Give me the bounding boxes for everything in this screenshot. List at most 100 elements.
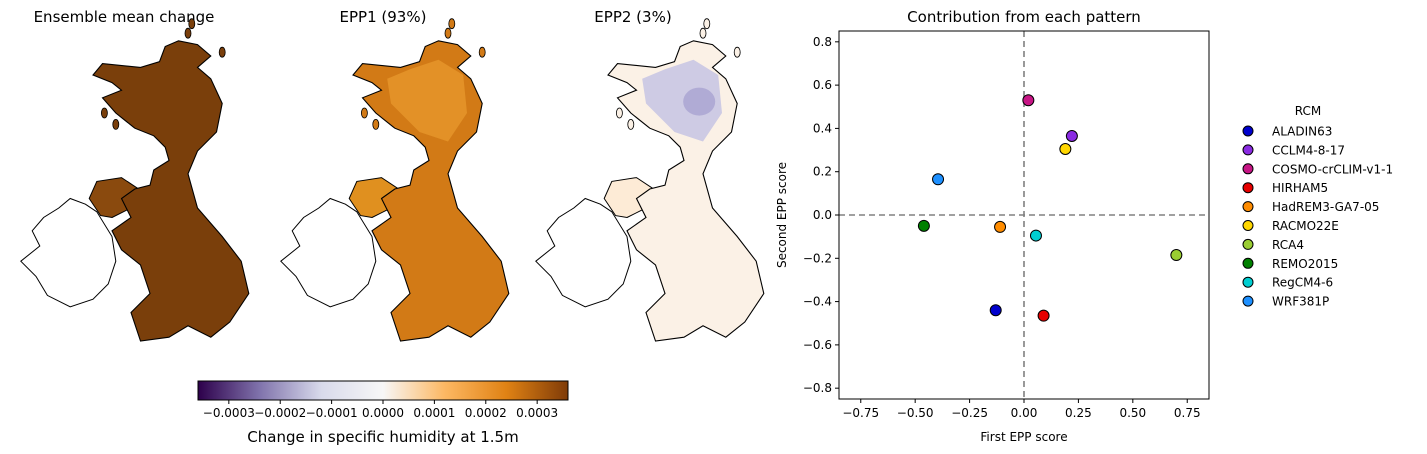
legend-item: RACMO22E <box>1242 219 1339 233</box>
x-tick-label: −0.50 <box>897 406 934 420</box>
x-tick-label: −0.25 <box>951 406 988 420</box>
legend-label: RCA4 <box>1272 238 1304 252</box>
legend-marker <box>1242 276 1254 288</box>
y-tick-label: −0.4 <box>803 295 832 309</box>
x-tick-label: −0.75 <box>842 406 879 420</box>
colorbar-tick-label: 0.0001 <box>413 406 455 420</box>
legend-item: CCLM4-8-17 <box>1242 143 1345 157</box>
island-outline <box>616 107 623 119</box>
map-title: EPP2 (3%) <box>594 8 671 26</box>
legend: RCM ALADIN63 CCLM4-8-17 COSMO-crCLIM-v1-1 HI… <box>1242 104 1393 309</box>
island-outline <box>188 18 196 30</box>
ireland-outline <box>20 197 117 308</box>
legend-label: HIRHAM5 <box>1272 181 1328 195</box>
legend-label: HadREM3-GA7-05 <box>1272 200 1379 214</box>
x-tick-label: 0.75 <box>1174 406 1201 420</box>
legend-marker <box>1242 182 1254 194</box>
y-tick-label: −0.2 <box>803 251 832 265</box>
island-outline <box>360 107 368 119</box>
data-point <box>917 219 930 232</box>
x-tick-label: 0.50 <box>1119 406 1146 420</box>
map-title: EPP1 (93%) <box>340 8 427 26</box>
island-outline <box>184 27 192 39</box>
northern-anomaly-region <box>642 59 722 142</box>
colorbar-tick-label: 0.0000 <box>362 406 404 420</box>
legend-label: WRF381P <box>1272 295 1329 309</box>
legend-item: RCA4 <box>1242 238 1304 252</box>
x-tick-label: 0.00 <box>1011 406 1038 420</box>
chart-title: Contribution from each pattern <box>907 8 1141 26</box>
legend-item: RegCM4-6 <box>1242 276 1333 290</box>
data-point <box>1059 142 1072 155</box>
legend-marker <box>1242 295 1254 307</box>
legend-label: RACMO22E <box>1272 219 1339 233</box>
colorbar-label: Change in specific humidity at 1.5m <box>247 428 518 446</box>
island-outline <box>444 27 452 39</box>
colorbar-gradient <box>197 380 569 401</box>
great-britain-region <box>92 40 250 342</box>
legend-item: WRF381P <box>1242 295 1329 309</box>
legend-marker <box>1242 201 1254 213</box>
y-tick-label: 0.6 <box>813 78 832 92</box>
map-panel: EPP1 (93%) <box>280 8 510 342</box>
data-point <box>1065 129 1078 142</box>
colorbar-tick-label: 0.0003 <box>516 406 558 420</box>
island-outline <box>101 107 108 119</box>
legend-title: RCM <box>1295 104 1321 118</box>
island-outline <box>627 119 635 130</box>
legend-label: ALADIN63 <box>1272 125 1332 139</box>
legend-item: HadREM3-GA7-05 <box>1242 200 1379 214</box>
island-outline <box>733 46 741 58</box>
legend-marker <box>1242 144 1254 156</box>
anomaly-core <box>683 87 716 116</box>
y-tick-label: 0.0 <box>813 208 832 222</box>
legend-item: COSMO-crCLIM-v1-1 <box>1242 162 1393 176</box>
legend-marker <box>1242 125 1254 137</box>
colorbar-tick-label: −0.0001 <box>306 406 358 420</box>
map-panels: Ensemble mean change EPP1 (93%) EPP2 (3%) <box>20 8 765 342</box>
island-outline <box>218 46 226 58</box>
y-axis-label: Second EPP score <box>775 162 789 268</box>
legend-item: REMO2015 <box>1242 257 1338 271</box>
island-outline <box>112 119 120 130</box>
legend-label: REMO2015 <box>1272 257 1338 271</box>
legend-label: CCLM4-8-17 <box>1272 143 1345 157</box>
legend-marker <box>1242 238 1254 250</box>
legend-label: RegCM4-6 <box>1272 276 1333 290</box>
map-panel: Ensemble mean change <box>20 8 250 342</box>
data-point <box>932 173 945 186</box>
data-point <box>1029 229 1042 242</box>
colorbar-tick-label: −0.0002 <box>254 406 306 420</box>
legend-item: HIRHAM5 <box>1242 181 1328 195</box>
data-point <box>1022 94 1035 107</box>
legend-marker <box>1242 257 1254 269</box>
legend-item: ALADIN63 <box>1242 125 1332 139</box>
map-title: Ensemble mean change <box>34 8 215 26</box>
data-point <box>989 304 1002 317</box>
island-outline <box>478 46 486 58</box>
y-tick-label: 0.2 <box>813 165 832 179</box>
ireland-outline <box>280 197 377 308</box>
island-outline <box>372 119 380 130</box>
y-tick-label: 0.8 <box>813 35 832 49</box>
northern-anomaly-region <box>387 59 467 142</box>
island-outline <box>699 27 707 39</box>
ireland-outline <box>535 197 632 308</box>
y-tick-label: −0.8 <box>803 381 832 395</box>
island-outline <box>448 18 456 30</box>
data-point <box>1037 309 1050 322</box>
data-point <box>994 220 1007 233</box>
legend-marker <box>1242 163 1254 175</box>
legend-label: COSMO-crCLIM-v1-1 <box>1272 162 1393 176</box>
y-tick-label: −0.6 <box>803 338 832 352</box>
x-tick-label: 0.25 <box>1065 406 1092 420</box>
great-britain-region <box>352 40 510 342</box>
data-point <box>1170 249 1183 262</box>
colorbar: −0.0003 −0.0002 −0.0001 0.0000 0.0001 0.0002 0… <box>197 380 569 446</box>
x-axis-label: First EPP score <box>980 430 1067 444</box>
colorbar-tick-label: −0.0003 <box>203 406 255 420</box>
scatter-chart: Contribution from each pattern −0.75 −0.50… <box>775 8 1210 444</box>
map-panel: EPP2 (3%) <box>535 8 765 342</box>
island-outline <box>703 18 711 30</box>
